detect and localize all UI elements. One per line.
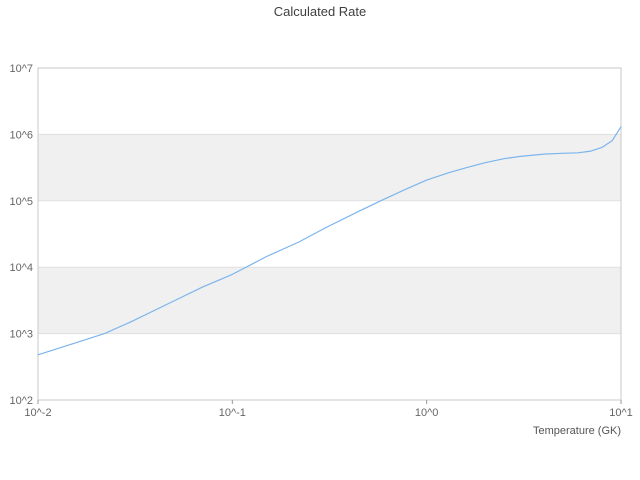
- y-tick-label: 10^2: [9, 395, 33, 407]
- rate-line: [37, 126, 622, 356]
- y-tick-label: 10^4: [9, 262, 33, 274]
- y-tick-label: 10^5: [9, 196, 33, 208]
- y-tick-label: 10^6: [9, 129, 33, 141]
- x-tick-label: 10^0: [415, 407, 439, 419]
- x-tick-label: 10^1: [609, 407, 633, 419]
- plot-border: [37, 67, 622, 401]
- chart-title: Calculated Rate: [273, 4, 367, 19]
- x-tick-label: 10^-1: [219, 407, 246, 419]
- x-tick-label: 10^-2: [24, 407, 51, 419]
- background-band: [38, 267, 621, 334]
- x-axis-title: Temperature (GK): [532, 425, 621, 437]
- y-tick-label: 10^3: [9, 329, 33, 341]
- y-tick-label: 10^7: [9, 63, 33, 75]
- background-band: [38, 134, 621, 201]
